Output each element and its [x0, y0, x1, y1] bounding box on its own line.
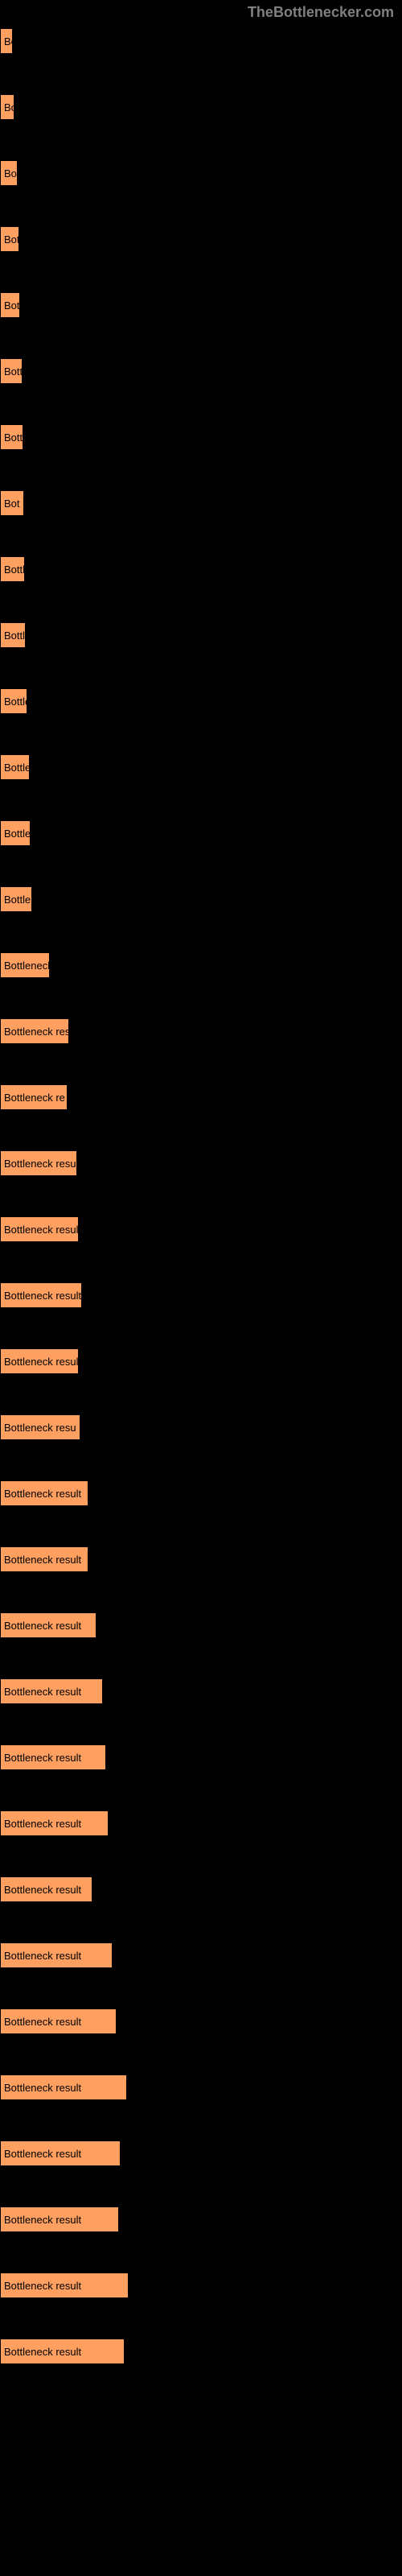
bar: Bott: [0, 292, 20, 318]
bar-row: Bottl: [0, 622, 402, 648]
bar-row: Bottleneck result: [0, 1150, 402, 1176]
bar: Bottleneck result: [0, 1348, 79, 1374]
bar-row: Bottleneck re: [0, 1084, 402, 1110]
bar-row: Bottle: [0, 688, 402, 714]
bar: Bot: [0, 490, 24, 516]
bar: Bottlen: [0, 754, 30, 780]
bar: Bottleneck result: [0, 2339, 125, 2364]
bar-row: Bottleneck result: [0, 1546, 402, 1572]
bar: Bott: [0, 226, 19, 252]
bar: Bottleneck result: [0, 1678, 103, 1704]
bar-chart: Bo Bo Bot Bott Bott Bottl Bott Bot Bottl Bottl Bot…: [0, 0, 402, 2364]
bar-row: Bottl: [0, 358, 402, 384]
bar: Bottleneck result: [0, 1546, 88, 1572]
bar-row: Bottleneck: [0, 952, 402, 978]
bar-row: Bottleneck result: [0, 2140, 402, 2166]
bar-row: Bo: [0, 28, 402, 54]
bar-row: Bottlen: [0, 886, 402, 912]
bar-row: Bottleneck resu: [0, 1018, 402, 1044]
bar-row: Bo: [0, 94, 402, 120]
bar-row: Bottleneck result: [0, 1678, 402, 1704]
bar: Bottleneck result: [0, 2074, 127, 2100]
bar-row: Bot: [0, 160, 402, 186]
bar: Bottl: [0, 622, 26, 648]
bar: Bo: [0, 28, 13, 54]
bar: Bottl: [0, 556, 25, 582]
bar-row: Bott: [0, 292, 402, 318]
bar-row: Bottleneck result: [0, 1942, 402, 1968]
bar: Bottleneck result: [0, 2273, 129, 2298]
bar: Bottle: [0, 820, 31, 846]
bar: Bottleneck result: [0, 1744, 106, 1770]
bar: Bottleneck resu: [0, 1018, 69, 1044]
bar-row: Bottleneck result: [0, 2008, 402, 2034]
bar: Bottl: [0, 358, 23, 384]
bar: Bottleneck result: [0, 1942, 113, 1968]
bar: Bott: [0, 424, 23, 450]
bar-row: Bottleneck result: [0, 1876, 402, 1902]
bar: Bottleneck result: [0, 1612, 96, 1638]
bar-row: Bottleneck result: [0, 1216, 402, 1242]
bar: Bottleneck result: [0, 2008, 117, 2034]
bar-row: Bottleneck result: [0, 1480, 402, 1506]
bar: Bottle: [0, 688, 27, 714]
bar-row: Bottleneck result: [0, 2273, 402, 2298]
bar-row: Bottleneck result:: [0, 1282, 402, 1308]
watermark-text: TheBottlenecker.com: [248, 4, 394, 21]
bar: Bottleneck re: [0, 1084, 68, 1110]
bar: Bottleneck result: [0, 1810, 109, 1836]
bar-row: Bott: [0, 226, 402, 252]
bar-row: Bottleneck result: [0, 1612, 402, 1638]
bar: Bot: [0, 160, 18, 186]
bar: Bottleneck result: [0, 1480, 88, 1506]
bar-row: Bottl: [0, 556, 402, 582]
bar-row: Bottleneck result: [0, 2074, 402, 2100]
bar-row: Bottleneck result: [0, 2339, 402, 2364]
bar-row: Bottleneck result: [0, 1744, 402, 1770]
bar: Bottleneck resu: [0, 1414, 80, 1440]
bar-row: Bottleneck result: [0, 2207, 402, 2232]
bar-row: Bottleneck resu: [0, 1414, 402, 1440]
bar-row: Bot: [0, 490, 402, 516]
bar-row: Bott: [0, 424, 402, 450]
bar: Bottleneck result: [0, 1876, 92, 1902]
bar: Bottlen: [0, 886, 32, 912]
bar: Bottleneck result: [0, 1150, 77, 1176]
bar-row: Bottleneck result: [0, 1348, 402, 1374]
bar: Bottleneck result: [0, 2140, 121, 2166]
bar: Bottleneck: [0, 952, 50, 978]
bar-row: Bottle: [0, 820, 402, 846]
bar: Bottleneck result:: [0, 1282, 82, 1308]
bar-row: Bottleneck result: [0, 1810, 402, 1836]
bar: Bo: [0, 94, 14, 120]
bar-row: Bottlen: [0, 754, 402, 780]
bar: Bottleneck result: [0, 1216, 79, 1242]
bar: Bottleneck result: [0, 2207, 119, 2232]
